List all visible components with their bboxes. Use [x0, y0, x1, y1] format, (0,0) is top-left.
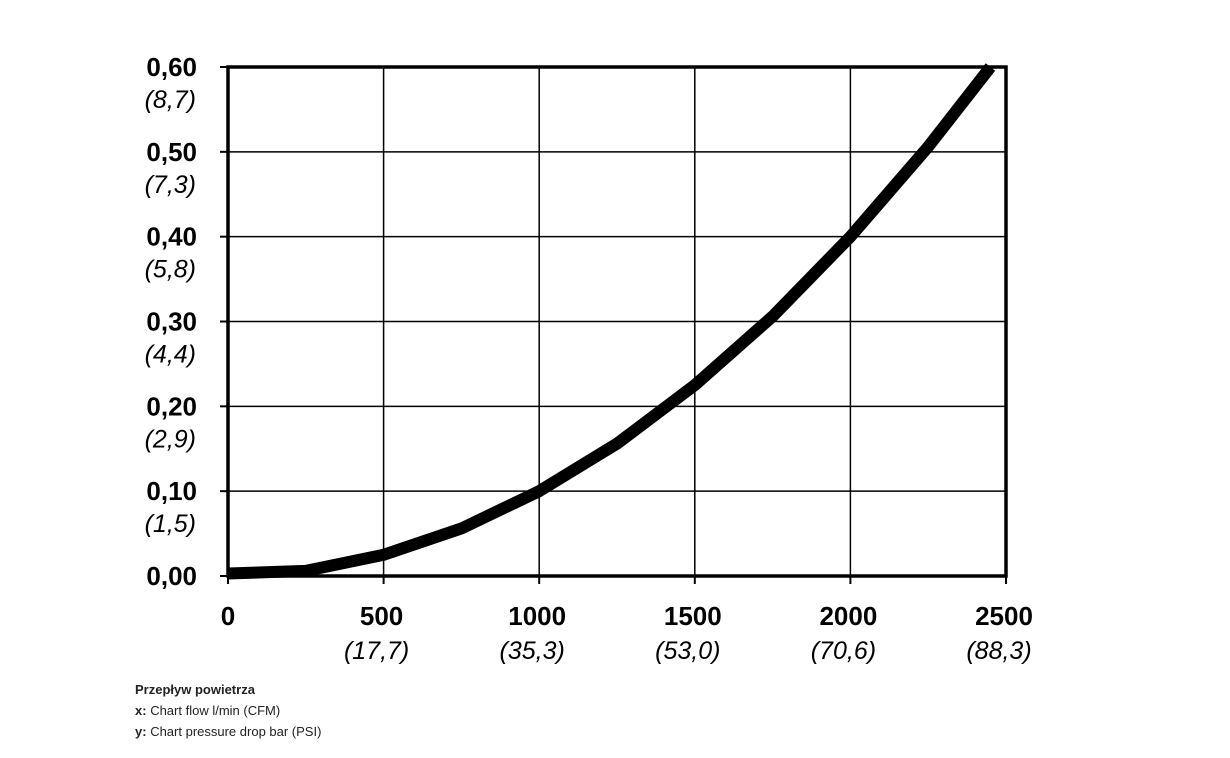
- y-tick-label: 0,30: [146, 307, 197, 337]
- caption-x-key: x:: [135, 703, 147, 718]
- x-tick-label: 2500: [975, 601, 1033, 631]
- x-tick-label: 1000: [508, 601, 566, 631]
- x-tick-sublabel: (88,3): [966, 637, 1031, 665]
- x-tick-label: 2000: [819, 601, 877, 631]
- y-tick-label: 0,10: [146, 476, 197, 506]
- x-tick-label: 0: [221, 601, 235, 631]
- x-tick-sublabel: (53,0): [655, 637, 720, 665]
- y-tick-sublabel: (7,3): [145, 171, 196, 199]
- curve: [227, 63, 996, 580]
- caption-y-text: Chart pressure drop bar (PSI): [150, 724, 322, 739]
- y-tick-sublabel: (5,8): [145, 256, 196, 284]
- caption-y: y: Chart pressure drop bar (PSI): [135, 724, 321, 739]
- y-tick-label: 0,00: [146, 561, 197, 591]
- y-tick-label: 0,60: [146, 52, 197, 82]
- chart: 0,00 0,10 (1,5) 0,20 (2,9) 0,30 (4,4) 0,40 (5,8)…: [145, 52, 1033, 665]
- x-tick-sublabel: (35,3): [500, 637, 565, 665]
- plot-frame: [226, 65, 1008, 578]
- y-tick-label: 0,20: [146, 391, 197, 421]
- y-tick-sublabel: (1,5): [145, 510, 196, 538]
- x-tick-sublabel: (17,7): [344, 637, 409, 665]
- y-tick-label: 0,40: [146, 222, 197, 252]
- x-tick-sublabel: (70,6): [811, 637, 876, 665]
- caption-title: Przepływ powietrza: [135, 682, 255, 697]
- caption-x-text: Chart flow l/min (CFM): [150, 703, 281, 718]
- y-tick-sublabel: (2,9): [145, 425, 196, 453]
- y-tick-sublabel: (8,7): [145, 86, 196, 114]
- y-tick-sublabel: (4,4): [145, 341, 196, 369]
- caption-y-key: y:: [135, 724, 147, 739]
- x-tick-label: 500: [360, 601, 403, 631]
- x-tick-label: 1500: [664, 601, 722, 631]
- y-tick-label: 0,50: [146, 137, 197, 167]
- caption-x: x: Chart flow l/min (CFM): [135, 703, 280, 718]
